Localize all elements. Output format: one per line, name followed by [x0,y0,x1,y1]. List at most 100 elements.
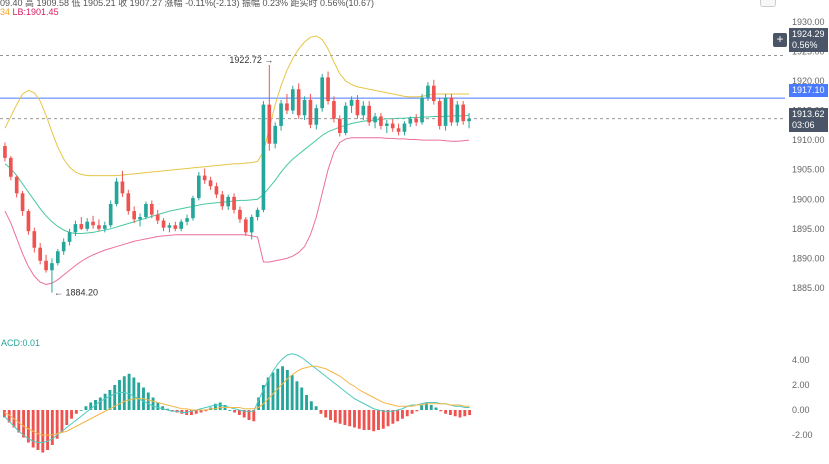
high-price-value: 1924.29 [792,29,825,39]
macd-histogram-bar [113,385,117,410]
candle-body [302,99,307,116]
candle-body [173,225,178,229]
candle-body [14,176,19,194]
macd-histogram-bar [17,410,21,433]
candle-body [314,108,319,125]
macd-histogram-bar [204,410,208,412]
macd-histogram-bar [79,410,83,411]
candle-body [273,125,278,144]
macd-histogram-bar [98,397,102,410]
macd-histogram-bar [458,410,462,418]
macd-histogram-bar [103,393,107,410]
candle-body [91,221,95,226]
macd-histogram-bar [386,410,390,427]
macd-histogram-bar [333,410,337,423]
candle-body [443,97,448,126]
macd-histogram-bar [218,402,222,410]
price-axis-tick: 1885.00 [792,283,825,293]
macd-histogram-bar [463,410,467,417]
macd-histogram-bar [2,410,6,418]
candle-body [420,97,424,123]
candle-body [44,260,48,271]
candle-body [167,225,172,228]
candle-body [243,219,248,233]
macd-histogram-bar [84,406,88,410]
macd-histogram-bar [285,370,289,410]
macd-histogram-bar [381,410,385,429]
macd-histogram-bar [137,382,141,410]
macd-histogram-bar [170,410,174,412]
macd-histogram-bar [410,410,414,414]
candle-body [232,196,236,210]
macd-histogram-bar [391,410,395,424]
macd-histogram-bar [194,410,198,414]
macd-histogram-bar [31,410,35,448]
macd-histogram-bar [252,410,256,422]
candle-body [149,203,154,215]
bollinger-mid-line [4,114,470,235]
price-axis-tick: 1910.00 [792,135,825,145]
macd-histogram-bar [50,410,54,445]
candle-body [38,247,43,261]
macd-histogram-bar [166,408,169,410]
candle-body [390,123,395,129]
candle-body [55,251,60,264]
bollinger-upper-line [4,35,470,177]
macd-histogram-bar [338,410,342,424]
candle-body [261,104,266,210]
candle-body [191,198,195,219]
candle-body [249,216,254,233]
ohlc-header: 09.40 高 1909.58 低 1905.21 收 1907.27 涨幅 -… [0,0,375,8]
macd-histogram-bar [60,410,64,433]
bar-countdown: 03:06 [792,120,815,130]
high-annotation: 1922.72 → [229,55,273,65]
price-axis-tick: 1930.00 [792,17,825,27]
candle-body [396,128,401,132]
macd-histogram-bar [180,410,184,414]
candle-body [426,85,430,98]
macd-histogram-bar [420,405,424,410]
price-axis-tick: 1900.00 [792,194,825,204]
macd-histogram-bar [271,372,275,410]
candle-body [437,101,442,126]
candle-body [296,89,301,116]
macd-histogram-bar [300,387,304,410]
current-price-tag: 1913.62 03:06 [789,108,828,132]
candle-body [85,221,90,229]
current-price-value: 1913.62 [792,109,825,119]
candle-body [238,209,242,220]
macd-histogram-bar [7,410,11,423]
candle-body [373,116,377,123]
macd-histogram-bar [118,380,121,410]
candle-body [384,123,389,126]
candle-body [138,216,142,220]
macd-label: ACD:0.01 [1,338,41,348]
candle-body [97,225,101,229]
macd-signal-line [4,365,470,436]
macd-histogram-bar [429,405,433,410]
high-price-tag: 1924.29 0.56% [789,28,828,52]
macd-line [4,353,470,443]
high-price-pct: 0.56% [792,40,818,50]
macd-histogram-bar [237,410,241,415]
add-alert-plus-icon[interactable]: + [773,33,787,47]
macd-histogram-bar [401,410,404,419]
candle-body [408,118,413,124]
macd-histogram-bar [396,410,400,422]
macd-histogram-bar [290,375,294,410]
macd-histogram-bar [444,410,448,414]
bollinger-lower-line [4,137,470,285]
price-axis-tick: 1905.00 [792,165,825,175]
macd-histogram-bar [55,410,59,439]
bollinger-lower-header: 34 LB:1901.45 [0,7,59,17]
candle-body [361,105,366,116]
candle-body [3,146,7,158]
candle-body [461,104,466,122]
macd-histogram-bar [309,401,313,410]
candle-body [402,123,407,132]
candle-body [102,225,107,229]
bollinger-lower-value: LB:1901.45 [12,7,59,17]
panel-toggle-button[interactable] [760,0,776,7]
